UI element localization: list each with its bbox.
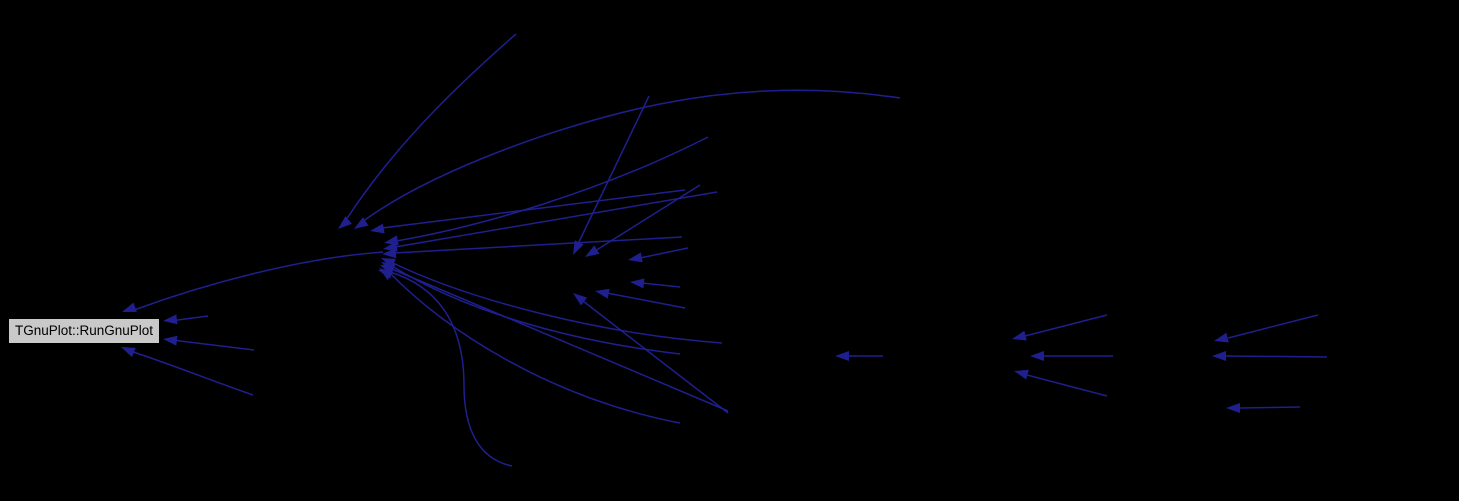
call-edge (577, 95, 650, 245)
arrowhead-icon (382, 248, 397, 259)
call-edge (381, 189, 686, 229)
call-edge (1225, 355, 1328, 358)
call-edge (582, 300, 729, 414)
arrowhead-icon (630, 278, 645, 289)
arrowhead-icon (378, 268, 393, 279)
call-edge (1227, 314, 1319, 339)
call-edge (392, 262, 723, 344)
call-edge (594, 184, 701, 252)
arrowhead-icon (338, 216, 352, 229)
arrowhead-icon (1226, 403, 1240, 413)
arrowhead-icon (628, 252, 643, 263)
arrowhead-icon (1014, 369, 1029, 380)
call-edge (129, 350, 254, 396)
call-edge (345, 33, 517, 221)
call-edge (395, 136, 709, 242)
arrowhead-icon (1012, 330, 1027, 341)
arrowhead-icon (1214, 332, 1229, 343)
function-node-label: TGnuPlot::RunGnuPlot (14, 323, 154, 339)
arrowhead-icon (122, 302, 137, 312)
call-edge (641, 282, 681, 288)
call-edge (1239, 406, 1301, 409)
arrowhead-icon (595, 288, 610, 299)
arrowhead-icon (585, 245, 600, 257)
arrowhead-icon (835, 351, 849, 361)
call-edge (394, 191, 718, 248)
call-edge (391, 268, 729, 412)
call-edge (1024, 314, 1108, 337)
function-node-rungnuplot[interactable]: TGnuPlot::RunGnuPlot (8, 318, 160, 344)
arrowhead-icon (1030, 351, 1044, 361)
arrowhead-icon (1212, 351, 1226, 361)
call-edge (391, 265, 681, 355)
arrowhead-icon (354, 217, 369, 229)
arrowhead-icon (573, 240, 584, 255)
arrowhead-icon (121, 347, 136, 358)
call-edge (389, 272, 681, 424)
call-edge (171, 339, 255, 351)
call-edge (1026, 374, 1108, 397)
call-edge (133, 251, 384, 311)
arrowhead-icon (384, 235, 399, 246)
arrowhead-icon (370, 223, 385, 234)
call-edge (389, 271, 513, 467)
arrowhead-icon (573, 293, 588, 306)
call-edge (606, 292, 686, 309)
call-edge (361, 89, 901, 223)
call-edge (393, 236, 683, 254)
arrowhead-icon (163, 314, 178, 325)
call-edge (639, 247, 689, 259)
arrowhead-icon (163, 335, 178, 346)
